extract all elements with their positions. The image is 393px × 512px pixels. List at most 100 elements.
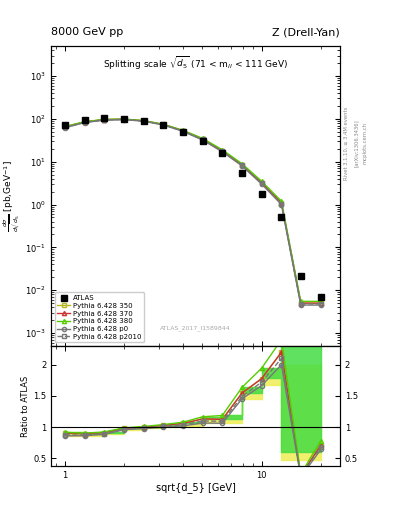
Pythia 6.428 p2010 (200, 136, 205, 142)
Pythia 6.428 380 (83, 119, 87, 125)
Line: Pythia 6.428 370: Pythia 6.428 370 (63, 117, 323, 305)
Text: Rivet 3.1.10, ≥ 3.4M events: Rivet 3.1.10, ≥ 3.4M events (344, 106, 349, 180)
Pythia 6.428 370 (220, 147, 225, 154)
Pythia 6.428 370 (279, 200, 284, 206)
Pythia 6.428 p0 (62, 125, 67, 131)
Pythia 6.428 380 (161, 121, 165, 127)
Pythia 6.428 380 (181, 127, 185, 134)
Pythia 6.428 p0 (122, 117, 127, 123)
Pythia 6.428 380 (200, 135, 205, 141)
Pythia 6.428 350 (279, 200, 284, 206)
ATLAS (220, 150, 225, 156)
Pythia 6.428 370 (240, 162, 244, 168)
Pythia 6.428 p0 (102, 117, 107, 123)
Pythia 6.428 350 (259, 180, 264, 186)
Text: mcplots.cern.ch: mcplots.cern.ch (362, 122, 367, 164)
Pythia 6.428 380 (102, 116, 107, 122)
Pythia 6.428 p2010 (141, 118, 146, 124)
Pythia 6.428 p2010 (240, 162, 244, 168)
Pythia 6.428 p2010 (181, 128, 185, 134)
Pythia 6.428 p0 (298, 302, 303, 308)
Pythia 6.428 380 (259, 178, 264, 184)
ATLAS (62, 122, 67, 128)
Pythia 6.428 380 (62, 123, 67, 130)
Pythia 6.428 p0 (318, 302, 323, 308)
Pythia 6.428 370 (102, 117, 107, 123)
Pythia 6.428 p2010 (161, 122, 165, 128)
Pythia 6.428 p0 (259, 181, 264, 187)
Pythia 6.428 380 (141, 118, 146, 124)
Line: Pythia 6.428 380: Pythia 6.428 380 (63, 117, 323, 304)
Line: Pythia 6.428 350: Pythia 6.428 350 (63, 117, 323, 305)
Pythia 6.428 p0 (200, 137, 205, 143)
Pythia 6.428 350 (102, 117, 107, 123)
ATLAS (298, 272, 303, 279)
Pythia 6.428 p0 (240, 163, 244, 169)
Pythia 6.428 p0 (83, 119, 87, 125)
Pythia 6.428 380 (279, 198, 284, 204)
Text: Splitting scale $\sqrt{d_5}$ (71 < m$_{ll}$ < 111 GeV): Splitting scale $\sqrt{d_5}$ (71 < m$_{l… (103, 55, 288, 72)
Pythia 6.428 350 (83, 119, 87, 125)
Y-axis label: Ratio to ATLAS: Ratio to ATLAS (21, 375, 30, 437)
Pythia 6.428 p0 (279, 202, 284, 208)
Pythia 6.428 350 (62, 124, 67, 130)
ATLAS (318, 294, 323, 300)
ATLAS (141, 118, 146, 124)
Pythia 6.428 p2010 (83, 119, 87, 125)
Pythia 6.428 370 (259, 180, 264, 186)
Pythia 6.428 p0 (141, 118, 146, 124)
Line: ATLAS: ATLAS (62, 115, 324, 300)
Text: [arXiv:1306.3436]: [arXiv:1306.3436] (354, 119, 359, 167)
Pythia 6.428 370 (181, 127, 185, 134)
Pythia 6.428 350 (161, 121, 165, 127)
Legend: ATLAS, Pythia 6.428 350, Pythia 6.428 370, Pythia 6.428 380, Pythia 6.428 p0, Py: ATLAS, Pythia 6.428 350, Pythia 6.428 37… (55, 292, 144, 343)
ATLAS (279, 215, 284, 221)
ATLAS (181, 129, 185, 135)
Line: Pythia 6.428 p0: Pythia 6.428 p0 (63, 118, 323, 307)
Pythia 6.428 380 (220, 147, 225, 153)
Pythia 6.428 350 (122, 116, 127, 122)
Pythia 6.428 370 (298, 300, 303, 306)
ATLAS (259, 190, 264, 197)
Pythia 6.428 350 (318, 300, 323, 306)
Pythia 6.428 380 (122, 116, 127, 122)
Pythia 6.428 p2010 (318, 301, 323, 307)
X-axis label: sqrt{d_5} [GeV]: sqrt{d_5} [GeV] (156, 482, 235, 494)
Pythia 6.428 p0 (220, 149, 225, 155)
Pythia 6.428 p2010 (298, 301, 303, 307)
ATLAS (200, 138, 205, 144)
Pythia 6.428 350 (181, 127, 185, 134)
Pythia 6.428 370 (83, 119, 87, 125)
Pythia 6.428 p2010 (220, 148, 225, 154)
Pythia 6.428 350 (220, 147, 225, 154)
Pythia 6.428 380 (298, 298, 303, 305)
ATLAS (102, 115, 107, 121)
ATLAS (83, 117, 87, 123)
Pythia 6.428 370 (318, 300, 323, 306)
Pythia 6.428 350 (240, 162, 244, 168)
Pythia 6.428 380 (318, 298, 323, 305)
Pythia 6.428 p0 (181, 129, 185, 135)
Pythia 6.428 370 (200, 136, 205, 142)
Pythia 6.428 p2010 (102, 117, 107, 123)
Pythia 6.428 350 (141, 118, 146, 124)
Text: 8000 GeV pp: 8000 GeV pp (51, 27, 123, 37)
Pythia 6.428 p2010 (279, 201, 284, 207)
Pythia 6.428 p2010 (259, 180, 264, 186)
ATLAS (122, 116, 127, 122)
ATLAS (240, 170, 244, 176)
ATLAS (161, 122, 165, 128)
Pythia 6.428 350 (200, 136, 205, 142)
Pythia 6.428 p0 (161, 122, 165, 128)
Y-axis label: $\frac{d\sigma}{d\sqrt{d_5}}$ [pb,GeV$^{-1}$]: $\frac{d\sigma}{d\sqrt{d_5}}$ [pb,GeV$^{… (2, 160, 22, 232)
Pythia 6.428 370 (141, 118, 146, 124)
Pythia 6.428 380 (240, 161, 244, 167)
Pythia 6.428 350 (298, 300, 303, 306)
Line: Pythia 6.428 p2010: Pythia 6.428 p2010 (63, 117, 323, 306)
Pythia 6.428 370 (122, 116, 127, 122)
Text: Z (Drell-Yan): Z (Drell-Yan) (272, 27, 340, 37)
Pythia 6.428 370 (62, 124, 67, 130)
Pythia 6.428 p2010 (122, 116, 127, 122)
Pythia 6.428 370 (161, 121, 165, 127)
Pythia 6.428 p2010 (62, 124, 67, 131)
